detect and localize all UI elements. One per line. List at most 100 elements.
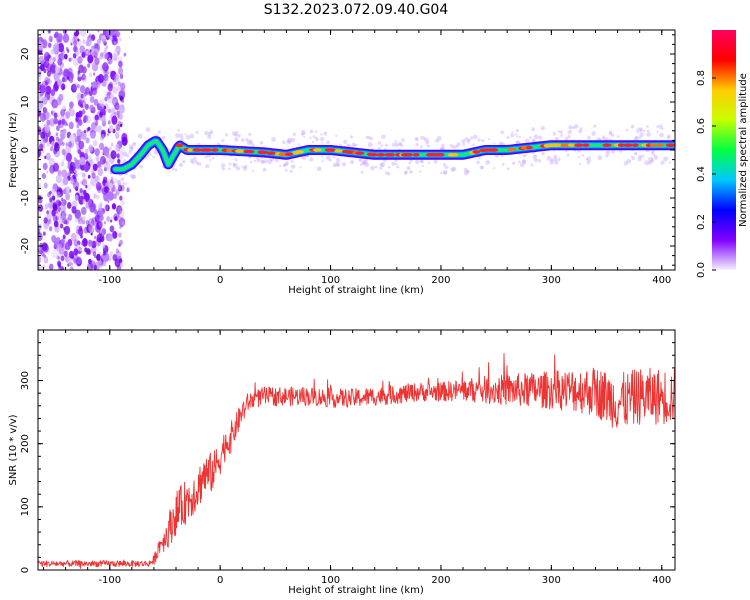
ridge-peak [665, 143, 675, 147]
noise-dot [104, 47, 107, 52]
noise-dot [88, 218, 95, 228]
noise-dot [80, 103, 83, 108]
ridge-halo-dot [120, 177, 125, 181]
noise-dot [43, 107, 48, 114]
noise-dot [107, 120, 111, 125]
noise-dot [66, 123, 69, 127]
noise-dot [82, 215, 86, 222]
ridge-halo-dot [122, 181, 126, 185]
ridge-peak [284, 152, 294, 157]
noise-dot [95, 155, 100, 162]
ridge-halo-dot [362, 160, 367, 165]
noise-dot [48, 35, 53, 42]
ridge-halo-dot [501, 163, 505, 166]
ridge-halo-dot [234, 132, 239, 137]
noise-dot [68, 57, 72, 62]
noise-dot [38, 204, 44, 212]
noise-dot [105, 76, 109, 82]
ridge-halo-dot [282, 140, 286, 145]
ridge-halo-dot [476, 160, 480, 165]
noise-dot [91, 81, 98, 91]
noise-dot [81, 74, 87, 83]
ridge-halo-dot [178, 162, 184, 168]
noise-dot [60, 131, 66, 140]
ridge-halo-dot [420, 135, 425, 140]
ridge-halo-dot [440, 146, 445, 151]
noise-dot [51, 235, 57, 243]
noise-dot [40, 30, 46, 35]
ridge-halo-dot [131, 174, 136, 179]
ridge-halo-dot [574, 124, 579, 129]
ridge-halo-dot [550, 158, 555, 162]
noise-dot [88, 258, 92, 265]
noise-dot [78, 140, 85, 150]
noise-dot [102, 176, 108, 184]
noise-dot [102, 251, 106, 256]
ridge-halo-dot [637, 127, 643, 132]
noise-dot [110, 216, 113, 221]
ridge-halo-dot [404, 171, 408, 174]
ridge-halo-dot [493, 167, 496, 170]
ridge-halo-dot [241, 165, 244, 168]
noise-dot [43, 257, 47, 262]
noise-dot [97, 73, 105, 84]
ridge-halo-dot [321, 155, 324, 158]
noise-dot [47, 30, 51, 34]
noise-dot [118, 67, 124, 75]
ridge-halo-dot [309, 129, 314, 134]
ridge-halo-dot [515, 129, 519, 133]
noise-dot [77, 38, 80, 42]
x-tick-label: 0 [217, 275, 223, 286]
noise-dot [54, 53, 59, 60]
noise-dot [120, 89, 126, 97]
noise-dot [98, 220, 103, 228]
ridge-halo-dot [380, 162, 386, 167]
ridge-halo-dot [608, 132, 612, 136]
noise-dot [79, 30, 87, 37]
noise-dot [79, 217, 83, 221]
ridge-halo-dot [605, 150, 611, 155]
noise-dot [65, 192, 71, 201]
noise-dot [120, 261, 123, 266]
ridge-halo-dot [259, 141, 264, 145]
ridge-halo-dot [323, 131, 328, 136]
ridge-halo-dot [437, 135, 442, 141]
noise-dot [99, 142, 105, 151]
noise-dot [51, 195, 56, 201]
noise-dot [97, 167, 103, 177]
ridge-halo-dot [299, 166, 302, 169]
ridge-halo-dot [525, 138, 530, 143]
noise-dot [60, 255, 65, 262]
noise-dot [118, 81, 121, 87]
noise-dot [60, 109, 66, 117]
noise-dot [58, 264, 61, 269]
noise-dot [65, 152, 72, 162]
ridge-halo-dot [473, 134, 478, 140]
ridge-halo-dot [532, 154, 537, 159]
ridge-halo-dot [243, 166, 247, 169]
ridge-halo-dot [302, 132, 306, 135]
ridge-halo-dot [404, 172, 407, 176]
noise-dot [116, 85, 120, 92]
ridge-halo-dot [554, 159, 559, 165]
noise-dot [81, 66, 87, 74]
ridge-peak [369, 152, 378, 157]
noise-dot [80, 241, 84, 246]
noise-dot [90, 34, 96, 41]
noise-dot [85, 219, 90, 226]
noise-dot [114, 216, 118, 221]
ridge-halo-dot [648, 156, 654, 162]
ridge-halo-dot [517, 160, 521, 164]
ridge-halo-dot [189, 158, 194, 163]
ridge-halo-dot [493, 142, 496, 145]
ridge-halo-dot [557, 157, 561, 161]
ridge-halo-dot [195, 161, 199, 165]
ridge-halo-dot [179, 133, 184, 138]
noise-dot [48, 218, 52, 225]
noise-dot [64, 213, 67, 217]
ridge-halo-dot [419, 145, 423, 149]
ridge-halo-dot [326, 140, 330, 145]
noise-dot [83, 152, 89, 160]
noise-dot [102, 30, 107, 34]
noise-dot [48, 157, 55, 167]
